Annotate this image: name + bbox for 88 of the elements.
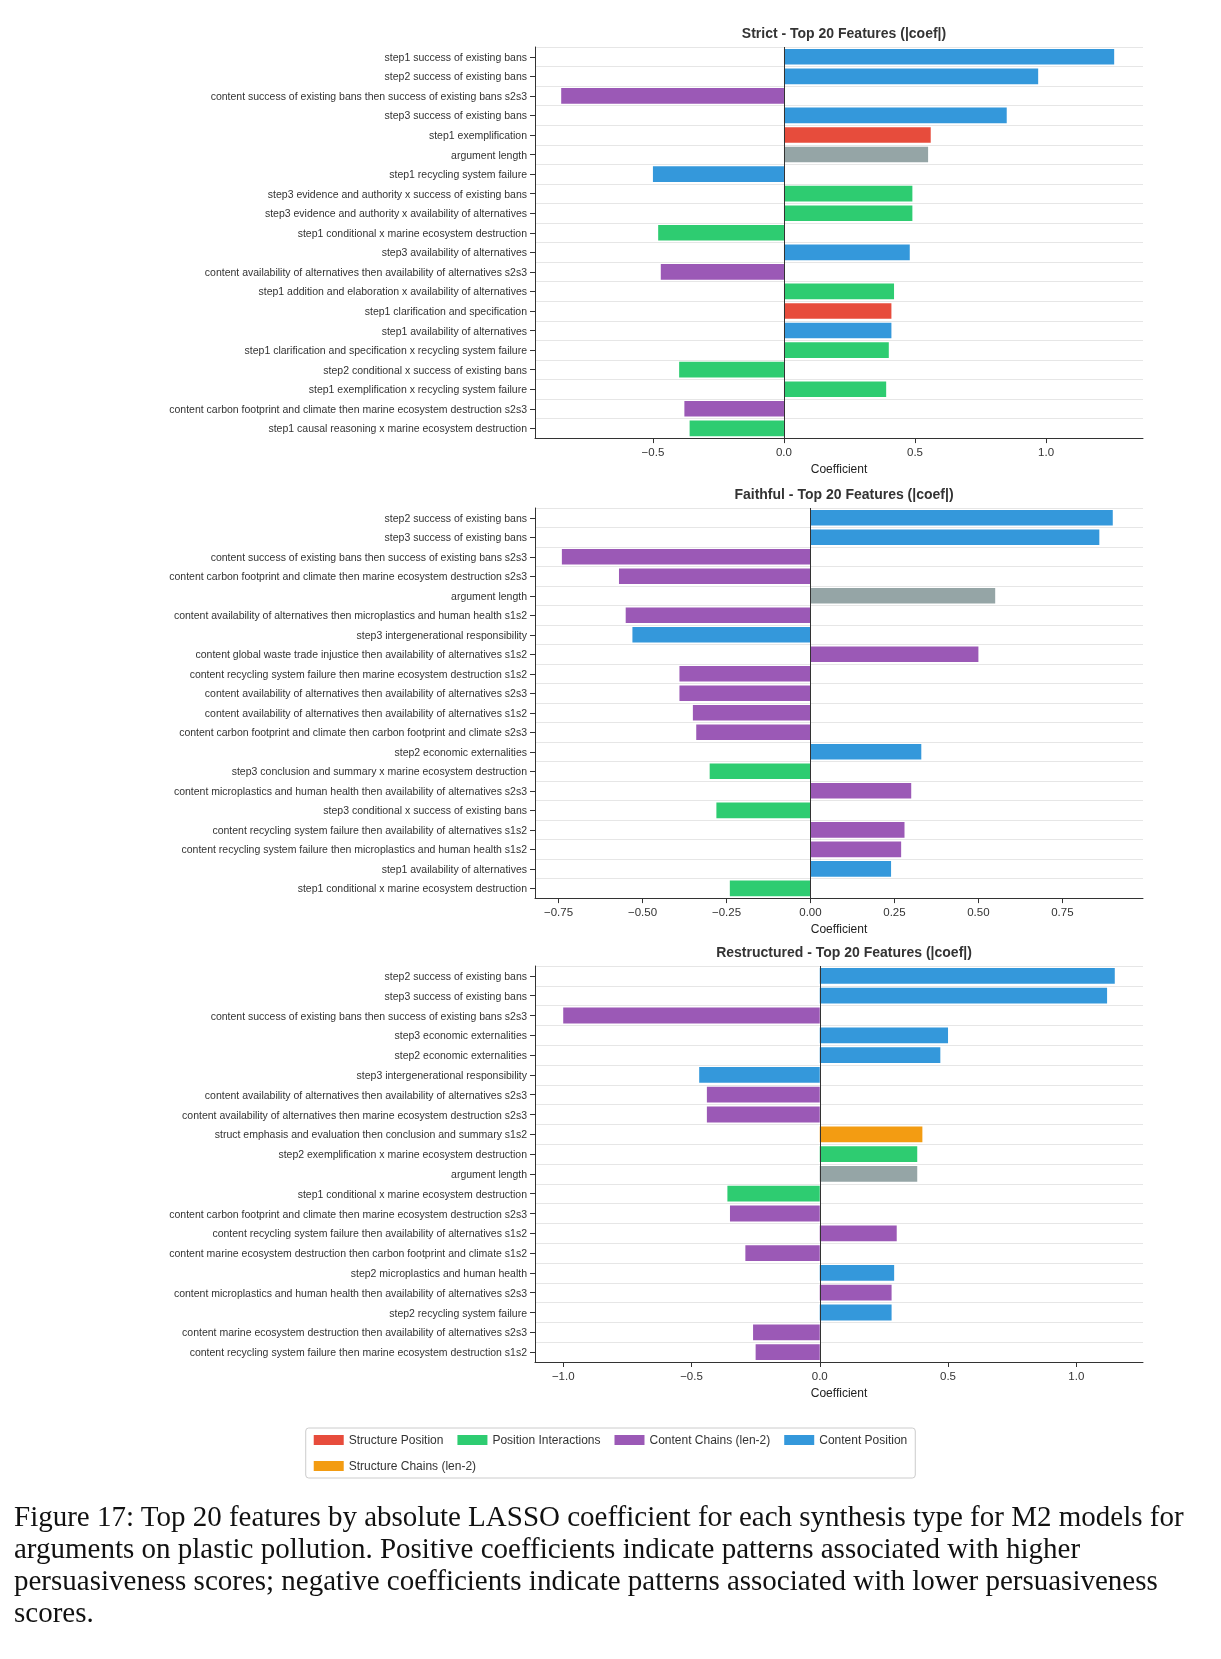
y-tick-label: step1 clarification and specification x recycling system failure: [244, 344, 528, 357]
x-tick-label: 0.5: [907, 446, 923, 459]
x-tick-label: −0.50: [627, 906, 658, 919]
legend-label: Content Chains (len-2): [649, 1433, 771, 1447]
x-tick-label: −1.0: [551, 1370, 575, 1382]
caption: Figure 17: Top 20 features by absolute LASSO coefficient for each synthesis type for M2 models for arguments on plastic pollution. Positive coefficients indicate patterns associated with higher persuasiveness scores; negative coefficients indicate patterns associated with lower persuasiveness scores.: [13, 1500, 1185, 1628]
y-tick-label: content recycling system failure then availability of alternatives s1s2: [212, 1227, 528, 1240]
y-tick-label: content marine ecosystem destruction then availability of alternatives s2s3: [182, 1326, 528, 1339]
y-tick-label: step1 conditional x marine ecosystem destruction: [297, 1187, 528, 1200]
y-tick-label: step3 success of existing bans: [384, 989, 527, 1002]
legend-label: Structure Chains (len-2): [348, 1459, 477, 1473]
y-tick-label: step1 success of existing bans: [384, 50, 527, 63]
y-tick-label: step3 intergenerational responsibility: [356, 1068, 528, 1081]
y-tick-label: argument length: [451, 148, 528, 161]
y-tick-label: step1 recycling system failure: [389, 168, 528, 181]
y-tick-label: step2 success of existing bans: [384, 70, 527, 83]
y-tick-label: step1 addition and elaboration x availability of alternatives: [258, 285, 527, 298]
x-tick-label: −0.5: [680, 1370, 703, 1382]
y-tick-label: step3 success of existing bans: [384, 531, 527, 544]
y-tick-label: step2 economic externalities: [394, 745, 527, 758]
y-tick-label: content success of existing bans then success of existing bans s2s3: [210, 89, 528, 102]
x-tick-label: 0.5: [940, 1370, 957, 1382]
y-tick-label: step3 economic externalities: [394, 1029, 527, 1042]
y-tick-label: step2 success of existing bans: [384, 969, 527, 982]
y-tick-label: content availability of alternatives then availability of alternatives s2s3: [204, 1088, 528, 1101]
y-tick-label: step1 causal reasoning x marine ecosystem destruction: [268, 422, 528, 435]
chart-title: Faithful - Top 20 Features (|coef|): [734, 486, 954, 502]
legend-label: Position Interactions: [492, 1433, 601, 1447]
y-tick-label: content availability of alternatives then availability of alternatives s2s3: [204, 265, 528, 278]
y-tick-label: argument length: [451, 1167, 528, 1180]
x-axis-title: Coefficient: [810, 922, 868, 936]
y-tick-label: step2 exemplification x marine ecosystem destruction: [278, 1148, 528, 1161]
y-tick-label: content availability of alternatives then availability of alternatives s2s3: [204, 687, 528, 700]
x-tick-label: 0.75: [1051, 906, 1074, 919]
x-tick-label: 0.50: [967, 906, 990, 919]
y-tick-label: content carbon footprint and climate then carbon footprint and climate s2s3: [179, 726, 528, 739]
x-axis-title: Coefficient: [810, 462, 868, 476]
y-tick-label: step3 availability of alternatives: [381, 246, 527, 259]
y-tick-label: content recycling system failure then marine ecosystem destruction s1s2: [189, 1346, 528, 1359]
y-tick-label: step1 exemplification: [428, 129, 528, 141]
x-axis-title: Coefficient: [810, 1385, 868, 1400]
y-tick-label: content availability of alternatives then microplastics and human health s1s2: [173, 609, 528, 622]
y-tick-label: step1 conditional x marine ecosystem destruction: [297, 226, 528, 239]
chart-title: Restructured - Top 20 Features (|coef|): [716, 944, 972, 960]
y-tick-label: content carbon footprint and climate then marine ecosystem destruction s2s3: [169, 1207, 528, 1220]
y-tick-label: step3 conclusion and summary x marine ecosystem destruction: [231, 765, 528, 778]
y-tick-label: content success of existing bans then success of existing bans s2s3: [210, 550, 528, 563]
y-tick-label: step3 success of existing bans: [384, 109, 527, 122]
x-tick-label: 1.0: [1038, 446, 1055, 459]
y-tick-label: struct emphasis and evaluation then conclusion and summary s1s2: [214, 1128, 528, 1141]
x-tick-label: −0.75: [543, 906, 574, 919]
y-tick-label: step1 conditional x marine ecosystem destruction: [297, 882, 528, 895]
y-tick-label: step3 intergenerational responsibility: [356, 628, 528, 641]
y-tick-label: step1 exemplification x recycling system failure: [308, 383, 528, 396]
y-tick-label: step3 conditional x success of existing bans: [323, 804, 527, 817]
y-tick-label: content marine ecosystem destruction then carbon footprint and climate s1s2: [169, 1247, 528, 1260]
legend-label: Structure Position: [348, 1433, 444, 1447]
y-tick-label: step2 recycling system failure: [389, 1306, 528, 1319]
y-tick-label: content success of existing bans then success of existing bans s2s3: [210, 1009, 528, 1022]
y-tick-label: content global waste trade injustice then availability of alternatives s1s2: [195, 648, 528, 661]
chart-title: Strict - Top 20 Features (|coef|): [741, 25, 947, 41]
y-tick-label: step2 conditional x success of existing bans: [323, 363, 527, 376]
y-tick-label: step1 availability of alternatives: [381, 862, 527, 875]
y-tick-label: step3 evidence and authority x success of existing bans: [267, 187, 527, 200]
x-tick-label: 0.0: [811, 1370, 828, 1382]
x-tick-label: 0.0: [775, 446, 792, 459]
x-tick-label: 0.00: [799, 906, 822, 919]
y-tick-label: content carbon footprint and climate then marine ecosystem destruction s2s3: [169, 402, 528, 415]
y-tick-label: step2 microplastics and human health: [350, 1266, 528, 1279]
y-tick-label: content recycling system failure then marine ecosystem destruction s1s2: [189, 667, 528, 680]
y-tick-label: step2 economic externalities: [394, 1049, 527, 1062]
y-tick-label: content microplastics and human health then availability of alternatives s2s3: [173, 1286, 528, 1299]
legend-label: Content Position: [819, 1433, 908, 1447]
y-tick-label: content microplastics and human health then availability of alternatives s2s3: [173, 784, 528, 797]
x-tick-label: 0.25: [883, 906, 906, 919]
y-tick-label: argument length: [451, 589, 528, 602]
y-tick-label: step2 success of existing bans: [384, 511, 527, 524]
y-tick-label: content carbon footprint and climate then marine ecosystem destruction s2s3: [169, 570, 528, 583]
x-tick-label: −0.5: [641, 446, 665, 459]
y-tick-label: step1 availability of alternatives: [381, 324, 527, 337]
y-tick-label: content availability of alternatives then marine ecosystem destruction s2s3: [182, 1108, 528, 1121]
y-tick-label: step3 evidence and authority x availability of alternatives: [264, 207, 527, 220]
x-tick-label: 1.0: [1068, 1370, 1085, 1382]
x-tick-label: −0.25: [711, 906, 742, 919]
y-tick-label: step1 clarification and specification: [364, 304, 528, 317]
y-tick-label: content recycling system failure then microplastics and human health s1s2: [181, 843, 528, 856]
y-tick-label: content recycling system failure then availability of alternatives s1s2: [212, 823, 528, 836]
y-tick-label: content availability of alternatives then availability of alternatives s1s2: [204, 706, 528, 719]
